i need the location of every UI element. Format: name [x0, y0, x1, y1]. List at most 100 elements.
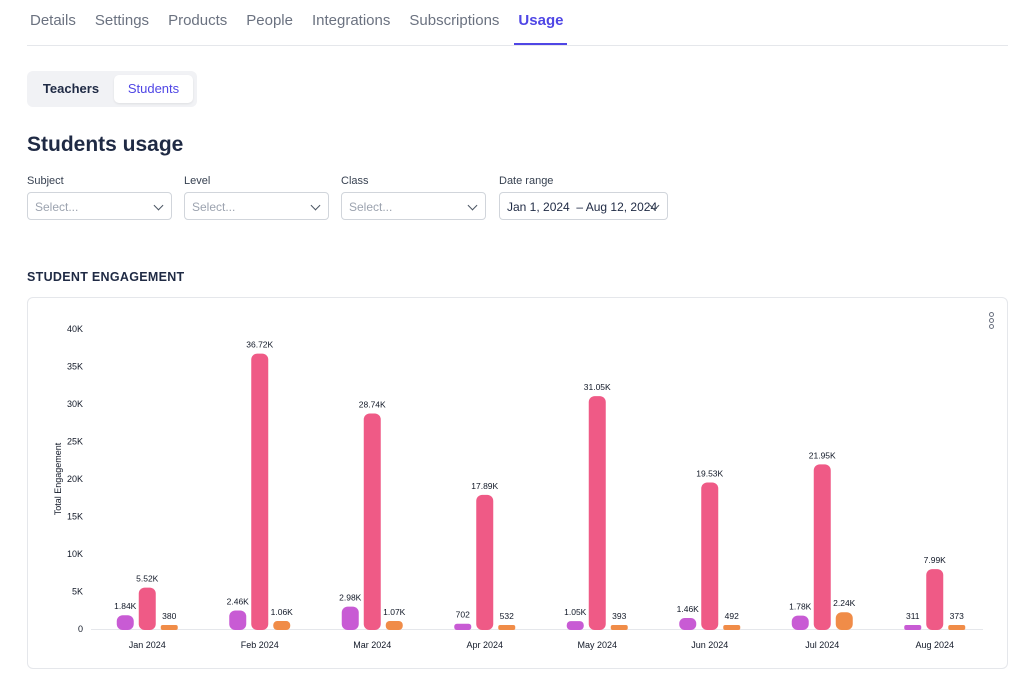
class-select[interactable]: Select...	[341, 192, 486, 220]
tab-products[interactable]: Products	[168, 12, 228, 29]
data-label: 21.95K	[809, 450, 836, 460]
bar	[476, 494, 494, 630]
data-label: 5.52K	[136, 574, 159, 584]
x-tick-label: Feb 2024	[241, 640, 279, 650]
x-tick-label: Aug 2024	[915, 640, 954, 650]
tab-integrations[interactable]: Integrations	[311, 12, 391, 29]
subject-select[interactable]: Select...	[27, 192, 172, 220]
data-label: 532	[500, 611, 514, 621]
bar	[251, 353, 269, 630]
y-axis-title: Total Engagement	[53, 442, 63, 515]
data-label: 2.24K	[833, 598, 856, 608]
data-label: 19.53K	[696, 469, 723, 479]
data-label: 1.84K	[114, 601, 137, 611]
class-placeholder: Select...	[349, 200, 393, 214]
tab-bar: Details Settings Products People Integra…	[30, 0, 582, 46]
bar	[904, 625, 922, 630]
bar	[948, 625, 966, 630]
section-title: STUDENT ENGAGEMENT	[27, 270, 185, 284]
bar	[588, 396, 606, 630]
date-range-label: Date range	[499, 175, 554, 187]
tab-settings[interactable]: Settings	[94, 12, 150, 29]
bar	[454, 623, 472, 630]
engagement-chart: 0 5K 10K 15K 20K 25K 30K 35K 40K Total Engagement…	[53, 324, 983, 650]
engagement-chart-card: 0 5K 10K 15K 20K 25K 30K 35K 40K Total Engagement…	[27, 297, 1008, 669]
more-options-icon[interactable]	[989, 312, 995, 329]
date-range-picker[interactable]: Jan 1, 2024 – Aug 12, 2024	[499, 192, 668, 220]
y-tick-label: 10K	[67, 549, 83, 559]
date-range-value: Jan 1, 2024 – Aug 12, 2024	[507, 200, 658, 214]
data-label: 2.46K	[227, 597, 250, 607]
teachers-toggle-button[interactable]: Teachers	[42, 81, 100, 96]
bar	[116, 615, 134, 630]
subject-placeholder: Select...	[35, 200, 79, 214]
data-label: 380	[162, 611, 176, 621]
subject-label: Subject	[27, 175, 64, 187]
bar	[273, 621, 291, 630]
user-type-toggle: Teachers Students	[27, 71, 197, 107]
data-label: 1.07K	[383, 607, 406, 617]
data-label: 28.74K	[359, 399, 386, 409]
data-label: 1.06K	[271, 607, 294, 617]
bar	[835, 612, 853, 630]
class-label: Class	[341, 175, 369, 187]
tab-usage[interactable]: Usage	[514, 0, 568, 45]
y-tick-label: 15K	[67, 512, 83, 522]
x-tick-label: Jul 2024	[805, 640, 839, 650]
chevron-down-icon	[467, 200, 478, 211]
y-tick-label: 5K	[72, 587, 83, 597]
data-label: 1.46K	[677, 604, 700, 614]
data-label: 702	[456, 610, 470, 620]
data-label: 31.05K	[584, 382, 611, 392]
bar	[498, 625, 516, 630]
y-tick-label: 25K	[67, 437, 83, 447]
level-select[interactable]: Select...	[184, 192, 329, 220]
level-label: Level	[184, 175, 211, 187]
tab-subscriptions[interactable]: Subscriptions	[409, 12, 500, 29]
page-title: Students usage	[27, 133, 184, 156]
tab-details[interactable]: Details	[30, 12, 76, 29]
bar	[723, 625, 741, 630]
data-label: 1.05K	[564, 607, 587, 617]
y-tick-label: 30K	[67, 399, 83, 409]
x-tick-label: Apr 2024	[466, 640, 503, 650]
class-filter: Class Select...	[341, 175, 486, 220]
level-filter: Level Select...	[184, 175, 329, 220]
data-label: 311	[906, 611, 920, 621]
data-label: 2.98K	[339, 593, 362, 603]
data-label: 373	[950, 611, 964, 621]
chevron-down-icon	[310, 200, 321, 211]
x-tick-label: Mar 2024	[353, 640, 391, 650]
date-range-filter: Date range Jan 1, 2024 – Aug 12, 2024	[499, 175, 668, 220]
bar	[610, 625, 628, 630]
bar	[701, 482, 719, 630]
data-label: 492	[725, 611, 739, 621]
bar	[138, 587, 156, 630]
data-label: 36.72K	[246, 340, 273, 350]
subject-filter: Subject Select...	[27, 175, 172, 220]
bar	[385, 620, 403, 630]
chevron-down-icon	[153, 200, 164, 211]
data-label: 7.99K	[924, 555, 947, 565]
tab-people[interactable]: People	[246, 12, 293, 29]
level-placeholder: Select...	[192, 200, 236, 214]
bar	[926, 569, 944, 630]
bar	[813, 464, 831, 630]
data-label: 1.78K	[789, 602, 812, 612]
data-label: 393	[612, 611, 626, 621]
bar	[566, 621, 584, 630]
x-tick-label: May 2024	[577, 640, 617, 650]
x-tick-label: Jan 2024	[129, 640, 166, 650]
tab-divider	[27, 45, 1008, 46]
bar	[160, 625, 178, 630]
y-tick-label: 0	[78, 624, 83, 634]
students-toggle-button[interactable]: Students	[114, 75, 193, 103]
data-label: 17.89K	[471, 481, 498, 491]
y-tick-label: 20K	[67, 474, 83, 484]
y-tick-label: 40K	[67, 324, 83, 334]
y-tick-label: 35K	[67, 362, 83, 372]
bar	[363, 413, 381, 630]
x-tick-label: Jun 2024	[691, 640, 728, 650]
bar	[229, 610, 247, 630]
bar	[791, 615, 809, 630]
